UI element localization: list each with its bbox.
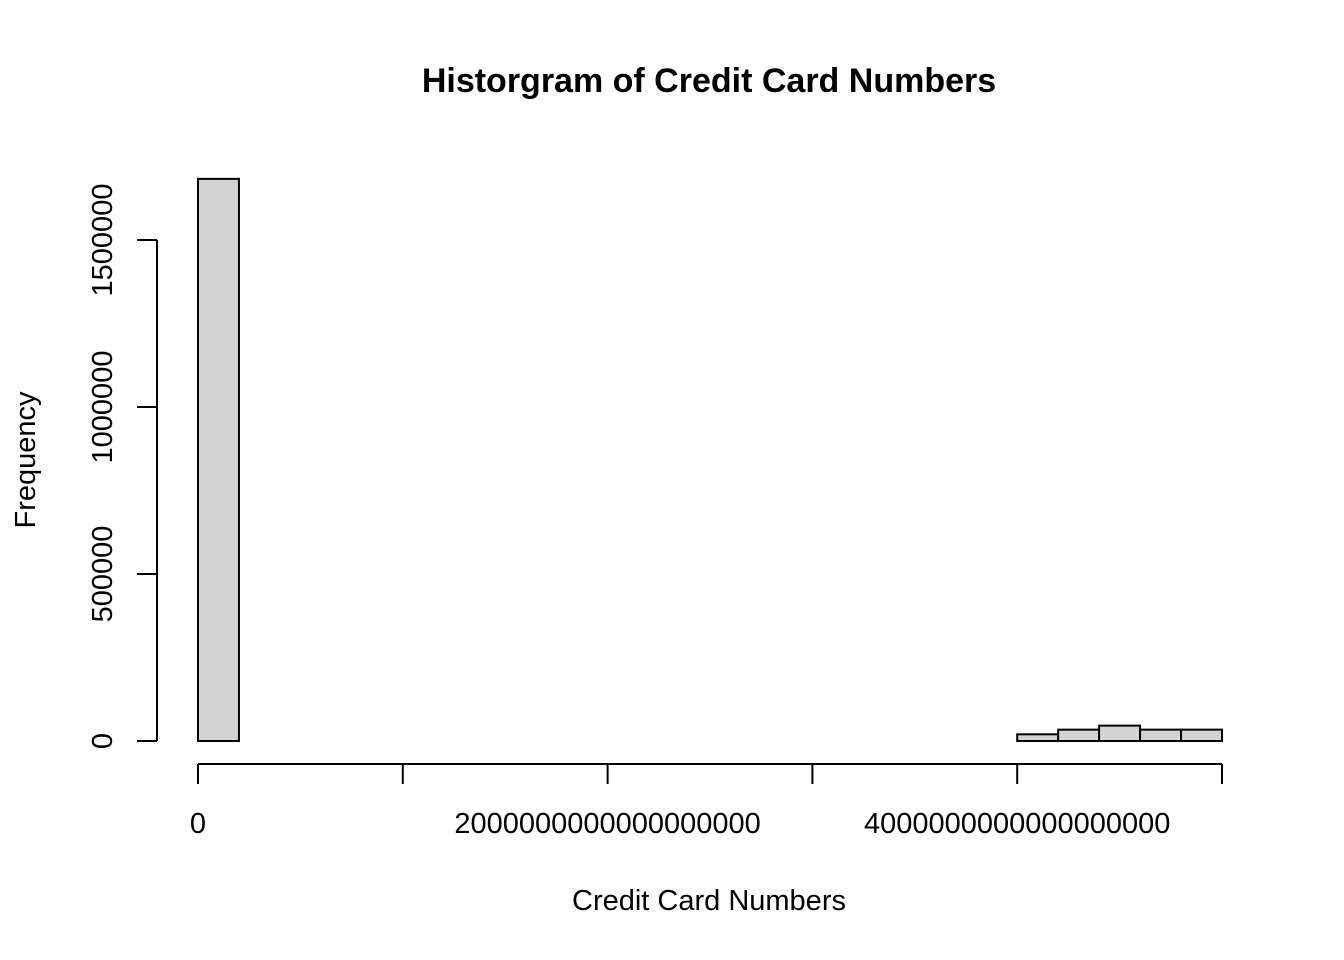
histogram-bar — [1098, 724, 1142, 742]
histogram-bar — [197, 177, 240, 743]
x-axis: 0 2000000000000000000 4000000000000000000 — [190, 763, 1223, 840]
histogram-bar — [1180, 728, 1224, 742]
y-tick-label: 1000000 — [87, 351, 119, 464]
y-axis: 0 500000 1000000 1500000 — [87, 184, 158, 749]
histogram-bar — [1057, 728, 1101, 742]
chart-title: Historgram of Credit Card Numbers — [422, 62, 996, 100]
x-axis-label: Credit Card Numbers — [572, 885, 846, 917]
y-axis-label: Frequency — [10, 391, 42, 529]
x-tick-label: 4000000000000000000 — [864, 808, 1170, 840]
y-tick-label: 0 — [87, 733, 119, 749]
y-tick-label: 500000 — [87, 526, 119, 623]
x-tick-label: 2000000000000000000 — [454, 808, 760, 840]
bars-group — [197, 177, 1224, 743]
histogram-bar — [1139, 728, 1183, 742]
histogram-bar — [1016, 733, 1060, 743]
x-tick-label: 0 — [190, 808, 206, 840]
y-tick-label: 1500000 — [87, 184, 119, 297]
